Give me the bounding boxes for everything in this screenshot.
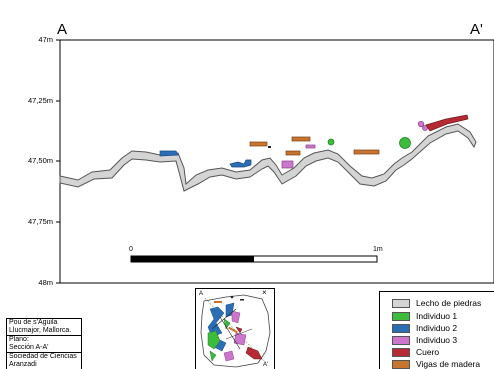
info-organization-2: Aranzadi — [9, 361, 37, 368]
info-location: Llucmajor, Mallorca. — [9, 327, 72, 334]
inset-individual-3 — [223, 310, 247, 362]
inset-individual-1 — [207, 318, 231, 362]
legend: Lecho de piedras Individuo 1 Individuo 2… — [379, 291, 494, 369]
inset-wood-1 — [214, 301, 222, 303]
inset-plan-map: A × A' — [195, 288, 275, 369]
individual-3-bone-2 — [305, 144, 316, 149]
legend-item-leather: Cuero — [392, 347, 439, 357]
legend-swatch-individual-2 — [392, 323, 410, 333]
legend-swatch-individual-3 — [392, 335, 410, 345]
info-organization-1: Sociedad de Ciencias — [7, 352, 81, 361]
scale-label-start: 0 — [129, 246, 133, 253]
inset-cave-outline — [200, 294, 271, 368]
legend-label-individual-1: Individuo 1 — [416, 311, 458, 321]
legend-swatch-wood-beams — [392, 359, 410, 369]
tick-label-47: 47m — [38, 35, 53, 44]
scale-bar-filled — [131, 256, 254, 262]
info-plan-name: Sección A-A' — [9, 344, 49, 351]
leather-piece — [425, 114, 469, 132]
wood-beam-2 — [291, 136, 311, 142]
info-plan-label: Plano: — [7, 335, 81, 344]
individual-3-bone-4 — [422, 125, 428, 131]
legend-label-wood-beams: Vigas de madera — [416, 359, 481, 369]
inset-bone-line-3 — [225, 328, 253, 340]
section-label-a: A — [57, 21, 68, 38]
individual-3-bone-1 — [281, 160, 294, 169]
individual-2-skull — [229, 159, 252, 168]
tick-label-48: 48m — [38, 278, 53, 287]
legend-label-stone-bed: Lecho de piedras — [416, 298, 482, 308]
wood-beam-3 — [285, 150, 301, 156]
individual-2-bone — [159, 150, 179, 157]
inset-north-marker: × — [262, 288, 267, 297]
inset-label-a-prime: A' — [263, 362, 269, 368]
info-site: Pou de s'Àguila — [9, 319, 58, 326]
legend-item-individual-1: Individuo 1 — [392, 311, 457, 321]
individual-1-skull — [399, 137, 411, 149]
tick-label-47-25: 47,25m — [27, 96, 53, 105]
inset-wood-2 — [228, 326, 238, 334]
inset-label-a: A — [199, 291, 204, 297]
legend-label-leather: Cuero — [416, 347, 440, 357]
section-label-a-prime: A' — [470, 21, 483, 38]
inset-bone-line-1 — [219, 316, 241, 350]
stone-bed-profile — [59, 123, 477, 192]
legend-item-individual-3: Individuo 3 — [392, 335, 457, 345]
legend-swatch-stone-bed — [392, 298, 410, 308]
legend-item-wood-beams: Vigas de madera — [392, 359, 480, 369]
legend-label-individual-3: Individuo 3 — [416, 335, 458, 345]
wood-fragment — [268, 146, 271, 148]
scale-label-end: 1m — [373, 246, 383, 253]
legend-item-individual-2: Individuo 2 — [392, 323, 457, 333]
tick-label-47-75: 47,75m — [27, 217, 53, 226]
individual-1-bone-1 — [327, 138, 335, 146]
wood-beam-4 — [353, 149, 380, 155]
legend-swatch-leather — [392, 347, 410, 357]
inset-leather — [235, 326, 263, 360]
wood-beam-1 — [249, 141, 268, 147]
legend-label-individual-2: Individuo 2 — [416, 323, 458, 333]
legend-swatch-individual-1 — [392, 311, 410, 321]
inset-dot-1 — [230, 295, 234, 299]
legend-item-stone-bed: Lecho de piedras — [392, 298, 481, 308]
individual-3-bone-3 — [417, 120, 425, 128]
tick-label-47-50: 47,50m — [27, 156, 53, 165]
inset-dot-2 — [240, 299, 244, 301]
inset-bone-line-2 — [211, 308, 237, 330]
info-box: Pou de s'Àguila Llucmajor, Mallorca. Pla… — [6, 318, 82, 369]
inset-plan-drawing — [200, 294, 271, 368]
